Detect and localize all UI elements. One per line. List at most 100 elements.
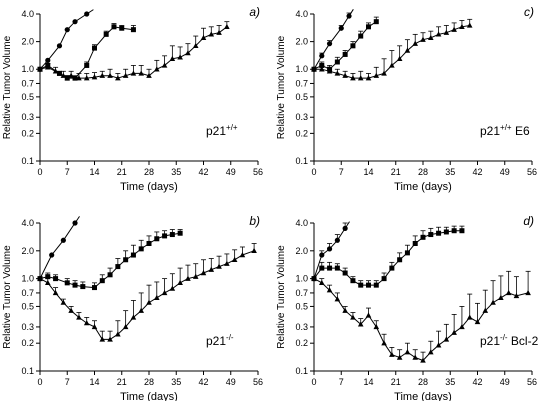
data-point: [153, 294, 160, 300]
data-point: [318, 66, 325, 72]
data-point: [107, 72, 113, 78]
data-point: [200, 34, 207, 41]
y-tick-label: 2.0: [21, 37, 34, 47]
data-point: [72, 220, 78, 226]
series-triangle: [311, 18, 473, 81]
data-point: [68, 72, 74, 78]
genotype-suffix: E6: [512, 124, 530, 138]
panel-d: 0 7 14 21 28 35 42 49 56 0.1 0.2 0.3 0.5 0.7 1.0 2.0 4.0…: [276, 214, 539, 401]
genotype-label: p21+/+ E6: [480, 123, 530, 138]
data-point: [76, 314, 82, 320]
data-point: [459, 23, 465, 30]
data-point: [72, 282, 78, 288]
series-line: [313, 228, 346, 279]
data-point: [451, 26, 457, 32]
data-point: [342, 72, 348, 78]
data-point: [397, 257, 403, 263]
data-point: [153, 66, 160, 72]
data-point: [357, 321, 364, 327]
data-point: [231, 256, 238, 262]
data-point: [326, 41, 333, 47]
y-tick-label: 0.1: [295, 156, 308, 166]
y-tick-label: 4.0: [21, 218, 34, 228]
y-tick-label: 0.2: [21, 338, 34, 348]
genotype-name: p21: [206, 124, 226, 138]
series-square: [37, 23, 136, 81]
genotype-name: p21: [480, 334, 500, 348]
data-point: [389, 265, 395, 271]
x-tick-label: 49: [226, 167, 236, 177]
data-point: [123, 257, 129, 263]
data-point: [216, 29, 222, 35]
data-point: [91, 323, 98, 330]
data-point: [122, 72, 129, 78]
data-point: [91, 74, 98, 80]
genotype-superscript: +/+: [226, 123, 238, 132]
y-tick-label: 0.7: [295, 288, 308, 298]
data-point: [435, 342, 442, 348]
x-tick-label: 35: [445, 167, 455, 177]
series-line: [39, 250, 255, 340]
panel-label: d): [523, 214, 534, 228]
y-tick-label: 0.1: [21, 366, 34, 376]
data-point: [122, 323, 129, 330]
panel-label: b): [249, 214, 260, 228]
data-point: [327, 265, 333, 271]
data-point: [334, 59, 340, 65]
y-tick-label: 1.0: [21, 274, 34, 284]
data-point: [334, 265, 340, 271]
data-point: [44, 279, 51, 286]
y-tick-label: 0.1: [21, 156, 34, 166]
x-tick-label: 0: [311, 377, 316, 387]
data-point: [474, 318, 481, 325]
y-tick-label: 0.2: [21, 128, 34, 138]
data-point: [251, 247, 257, 254]
genotype-label: p21-/-: [206, 333, 234, 348]
y-axis-title: Relative Tumor Volume: [2, 245, 13, 349]
genotype-name: p21: [206, 334, 226, 348]
data-point: [68, 307, 74, 313]
x-tick-label: 42: [198, 377, 208, 387]
x-tick-label: 42: [472, 377, 482, 387]
y-tick-label: 1.0: [295, 274, 308, 284]
y-tick-label: 0.7: [21, 288, 34, 298]
x-tick-label: 0: [37, 377, 42, 387]
data-point: [350, 43, 356, 49]
data-point: [45, 274, 51, 280]
y-tick-label: 0.2: [295, 338, 308, 348]
y-tick-label: 0.7: [295, 78, 308, 88]
y-axis-title: Relative Tumor Volume: [276, 245, 287, 349]
data-point: [92, 285, 97, 291]
data-point: [162, 233, 168, 239]
panel-a: 0 7 14 21 28 35 42 49 56 0.1 0.2 0.3 0.5 0.7 1.0 2.0 4.0…: [2, 5, 263, 193]
data-point: [466, 314, 473, 320]
data-point: [381, 276, 387, 282]
data-point: [373, 323, 380, 330]
data-point: [342, 225, 348, 231]
y-tick-label: 0.5: [295, 301, 308, 311]
data-point: [412, 40, 419, 46]
data-point: [365, 75, 372, 81]
y-tick-label: 0.7: [21, 78, 34, 88]
data-point: [311, 66, 317, 72]
data-point: [443, 229, 449, 235]
data-point: [443, 336, 450, 342]
x-tick-label: 49: [500, 167, 510, 177]
data-point: [319, 252, 325, 258]
data-point: [64, 280, 70, 286]
data-point: [185, 50, 191, 56]
data-point: [72, 19, 78, 25]
data-point: [427, 34, 434, 41]
data-point: [396, 55, 403, 61]
data-point: [459, 228, 465, 234]
x-tick-label: 7: [339, 377, 344, 387]
data-point: [37, 275, 43, 281]
x-tick-label: 42: [198, 167, 208, 177]
x-tick-label: 35: [171, 377, 181, 387]
data-point: [326, 287, 333, 293]
data-point: [389, 351, 395, 357]
x-tick-label: 49: [500, 377, 510, 387]
data-point: [107, 272, 113, 278]
data-point: [326, 246, 333, 252]
